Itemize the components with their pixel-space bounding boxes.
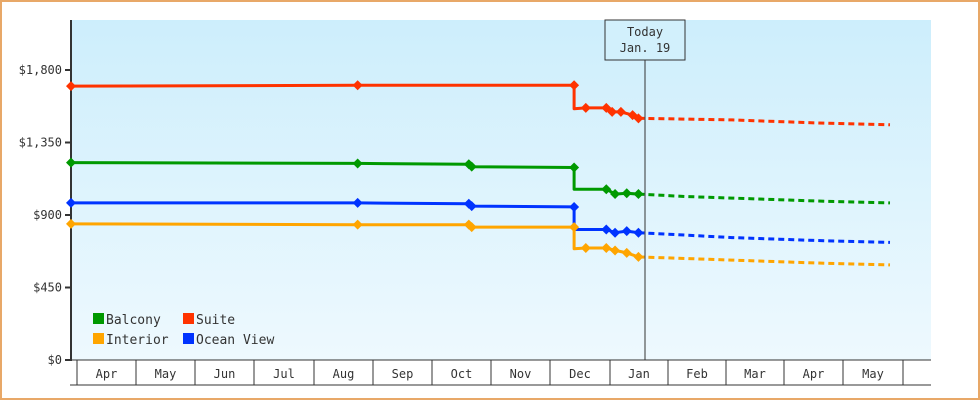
y-tick-label: $1,800 [19, 63, 62, 77]
legend-swatch [93, 313, 104, 324]
series-interior [66, 218, 891, 267]
data-point[interactable] [580, 243, 591, 254]
x-axis: Apr May Jun Jul Aug Sep Oct Nov Dec Jan Feb Mar Apr M… [70, 359, 931, 386]
x-tick-label: Aug [333, 367, 355, 381]
data-point[interactable] [621, 247, 632, 258]
x-tick-label: Mar [744, 367, 766, 381]
y-tick-label: $900 [33, 208, 62, 222]
data-point[interactable] [466, 222, 477, 233]
y-tick-label: $0 [48, 353, 62, 367]
data-point[interactable] [569, 222, 580, 233]
x-tick-label: Jan [628, 367, 650, 381]
data-point[interactable] [610, 189, 621, 200]
x-tick-label: Feb [686, 367, 708, 381]
y-tick-label: $450 [33, 281, 62, 295]
legend-swatch [183, 313, 194, 324]
data-point[interactable] [352, 219, 363, 230]
series-balcony [66, 157, 891, 205]
x-tick-label: Jul [273, 367, 295, 381]
legend-label: Balcony [106, 313, 161, 328]
x-tick-label: Sep [392, 367, 414, 381]
plot-area [71, 20, 931, 360]
legend-swatch [93, 333, 104, 344]
legend-item-ocean-view[interactable]: Ocean View [183, 333, 274, 348]
data-point[interactable] [66, 197, 76, 208]
today-label: Today [627, 25, 663, 39]
data-point[interactable] [601, 243, 612, 254]
x-tick-label: Apr [803, 367, 825, 381]
data-point[interactable] [615, 106, 626, 117]
x-tick-label: Jun [214, 367, 236, 381]
y-axis: $0 $450 $900 $1,350 $1,800 [19, 20, 72, 367]
data-point[interactable] [601, 224, 612, 235]
series-suite [66, 80, 891, 127]
data-point[interactable] [466, 161, 477, 172]
today-marker: Today Jan. 19 [604, 19, 686, 360]
data-point[interactable] [66, 218, 76, 229]
legend-item-interior[interactable]: Interior [93, 333, 169, 348]
data-point[interactable] [352, 80, 363, 91]
data-point[interactable] [569, 162, 580, 173]
data-point[interactable] [66, 81, 76, 92]
data-point[interactable] [66, 157, 76, 168]
data-point[interactable] [621, 188, 632, 199]
x-tick-label: May [862, 367, 884, 381]
x-tick-label: Nov [510, 367, 532, 381]
x-tick-label: Dec [569, 367, 591, 381]
legend-item-suite[interactable]: Suite [183, 313, 235, 328]
data-point[interactable] [352, 197, 363, 208]
data-point[interactable] [569, 201, 580, 212]
data-point[interactable] [352, 158, 363, 169]
series-ocean-view [66, 197, 891, 244]
legend-swatch [183, 333, 194, 344]
data-point[interactable] [610, 227, 621, 238]
data-point[interactable] [580, 102, 591, 113]
today-label-box [604, 19, 686, 61]
x-tick-label: May [155, 367, 177, 381]
legend-label: Suite [196, 313, 235, 328]
x-tick-label: Apr [96, 367, 118, 381]
legend-label: Ocean View [196, 333, 274, 348]
data-point[interactable] [607, 106, 618, 117]
data-point[interactable] [569, 80, 580, 91]
data-point[interactable] [466, 201, 477, 212]
data-point[interactable] [621, 226, 632, 237]
x-tick-label: Oct [451, 367, 473, 381]
data-point[interactable] [601, 184, 612, 195]
today-date: Jan. 19 [620, 41, 671, 55]
legend-item-balcony[interactable]: Balcony [93, 313, 161, 328]
y-tick-label: $1,350 [19, 136, 62, 150]
data-point[interactable] [610, 245, 621, 256]
series-lines [66, 80, 891, 267]
legend-label: Interior [106, 333, 169, 348]
legend: Balcony Suite Interior Ocean View [93, 313, 274, 348]
